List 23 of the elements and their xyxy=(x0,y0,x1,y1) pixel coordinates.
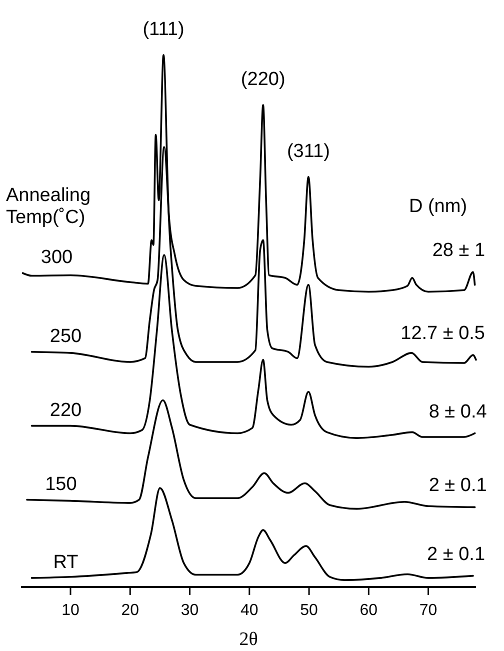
annotation: 12.7 ± 0.5 xyxy=(400,323,486,344)
series-label: 220 xyxy=(50,400,82,421)
x-tick-label: 50 xyxy=(300,602,318,619)
series-label: RT xyxy=(53,552,79,573)
annotation: 2 ± 0.1 xyxy=(428,475,487,496)
legend-title: Annealing Temp(˚C) xyxy=(6,185,91,228)
annotation: 8 ± 0.4 xyxy=(428,401,488,422)
x-tick-label: 20 xyxy=(121,602,140,619)
annotation: D (nm) xyxy=(408,196,468,218)
x-tick-label: 10 xyxy=(62,602,80,619)
series-label: 300 xyxy=(40,247,73,268)
annotation: 2 ± 0.1 xyxy=(427,544,486,565)
x-tick-label: 30 xyxy=(180,602,199,619)
annotation: (111) xyxy=(142,19,184,40)
x-tick-label: 70 xyxy=(419,602,438,619)
x-tick-label: 40 xyxy=(240,602,258,619)
series-label: 250 xyxy=(50,326,82,347)
series-label: 150 xyxy=(45,474,77,495)
x-tick-label: 60 xyxy=(360,602,378,619)
annotation: 28 ± 1 xyxy=(432,240,486,262)
annotation: (311) xyxy=(286,140,330,162)
annotation: (220) xyxy=(240,69,286,90)
x-axis-title: 2θ xyxy=(239,629,258,650)
